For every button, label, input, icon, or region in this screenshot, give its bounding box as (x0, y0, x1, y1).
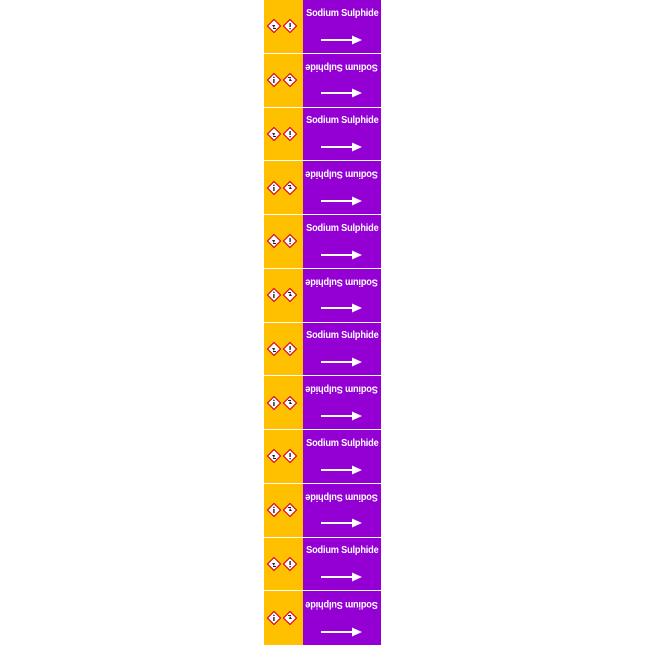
hazard-zone (264, 591, 303, 645)
hazard-zone (264, 537, 303, 591)
corrosion-pictogram-icon (267, 19, 281, 34)
arrow-right-icon (321, 571, 363, 583)
ghs-pictograms (267, 19, 297, 34)
medium-name: Sodium Sulphide (305, 115, 379, 127)
ghs-pictograms (267, 126, 297, 141)
pipe-content-zone: Sodium Sulphide (303, 107, 381, 161)
exclamation-pictogram-icon (283, 19, 297, 34)
exclamation-pictogram-icon (283, 341, 297, 356)
corrosion-pictogram-icon (283, 395, 297, 410)
corrosion-pictogram-icon (267, 449, 281, 464)
ghs-pictograms (267, 395, 297, 410)
pipe-content-zone: Sodium Sulphide (303, 376, 381, 429)
hazard-zone (264, 107, 303, 161)
ghs-pictograms (267, 288, 297, 303)
pipe-marker-label: Sodium Sulphide (264, 0, 381, 54)
pipe-marker-label: Sodium Sulphide (264, 161, 381, 215)
corrosion-pictogram-icon (283, 503, 297, 518)
exclamation-pictogram-icon (267, 395, 281, 410)
arrow-right-icon (321, 195, 363, 207)
pipe-marker-strip: Sodium Sulphide Sodium Sulphide Sodium Sul… (264, 0, 381, 645)
exclamation-pictogram-icon (267, 73, 281, 88)
arrow-right-icon (321, 464, 363, 476)
hazard-zone (264, 215, 303, 268)
arrow-right-icon (321, 626, 363, 638)
hazard-zone (264, 0, 303, 53)
corrosion-pictogram-icon (267, 556, 281, 571)
pipe-marker-label: Sodium Sulphide (264, 322, 381, 377)
corrosion-pictogram-icon (283, 288, 297, 303)
hazard-zone (264, 430, 303, 483)
arrow-right-icon (321, 34, 363, 46)
pipe-marker-label: Sodium Sulphide (264, 107, 381, 162)
ghs-pictograms (267, 341, 297, 356)
medium-name: Sodium Sulphide (305, 330, 379, 342)
pipe-marker-label: Sodium Sulphide (264, 215, 381, 269)
medium-name: Sodium Sulphide (305, 491, 379, 503)
medium-name: Sodium Sulphide (305, 222, 379, 234)
corrosion-pictogram-icon (267, 341, 281, 356)
medium-name: Sodium Sulphide (305, 61, 379, 73)
pipe-marker-label: Sodium Sulphide (264, 591, 381, 645)
hazard-zone (264, 376, 303, 429)
pipe-content-zone: Sodium Sulphide (303, 215, 381, 268)
corrosion-pictogram-icon (267, 234, 281, 249)
medium-name: Sodium Sulphide (305, 383, 379, 395)
ghs-pictograms (267, 556, 297, 571)
pipe-content-zone: Sodium Sulphide (303, 537, 381, 591)
hazard-zone (264, 483, 303, 537)
arrow-right-icon (321, 249, 363, 261)
medium-name: Sodium Sulphide (305, 545, 379, 557)
arrow-right-icon (321, 410, 363, 422)
exclamation-pictogram-icon (267, 288, 281, 303)
ghs-pictograms (267, 449, 297, 464)
hazard-zone (264, 53, 303, 107)
exclamation-pictogram-icon (267, 503, 281, 518)
medium-name: Sodium Sulphide (305, 7, 379, 19)
hazard-zone (264, 161, 303, 214)
arrow-right-icon (321, 141, 363, 153)
pipe-marker-label: Sodium Sulphide (264, 376, 381, 430)
corrosion-pictogram-icon (283, 611, 297, 626)
pipe-content-zone: Sodium Sulphide (303, 268, 381, 322)
pipe-content-zone: Sodium Sulphide (303, 161, 381, 214)
ghs-pictograms (267, 234, 297, 249)
pipe-content-zone: Sodium Sulphide (303, 591, 381, 645)
pipe-content-zone: Sodium Sulphide (303, 53, 381, 107)
pipe-content-zone: Sodium Sulphide (303, 322, 381, 376)
pipe-marker-label: Sodium Sulphide (264, 53, 381, 108)
pipe-marker-label: Sodium Sulphide (264, 483, 381, 538)
exclamation-pictogram-icon (283, 449, 297, 464)
corrosion-pictogram-icon (267, 126, 281, 141)
exclamation-pictogram-icon (283, 126, 297, 141)
ghs-pictograms (267, 180, 297, 195)
medium-name: Sodium Sulphide (305, 437, 379, 449)
arrow-right-icon (321, 356, 363, 368)
pipe-content-zone: Sodium Sulphide (303, 430, 381, 483)
arrow-right-icon (321, 302, 363, 314)
exclamation-pictogram-icon (283, 234, 297, 249)
pipe-content-zone: Sodium Sulphide (303, 483, 381, 537)
medium-name: Sodium Sulphide (305, 599, 379, 611)
ghs-pictograms (267, 611, 297, 626)
exclamation-pictogram-icon (267, 180, 281, 195)
pipe-marker-label: Sodium Sulphide (264, 268, 381, 323)
pipe-content-zone: Sodium Sulphide (303, 0, 381, 53)
medium-name: Sodium Sulphide (305, 168, 379, 180)
hazard-zone (264, 322, 303, 376)
ghs-pictograms (267, 73, 297, 88)
ghs-pictograms (267, 503, 297, 518)
exclamation-pictogram-icon (267, 611, 281, 626)
corrosion-pictogram-icon (283, 73, 297, 88)
hazard-zone (264, 268, 303, 322)
medium-name: Sodium Sulphide (305, 276, 379, 288)
arrow-right-icon (321, 87, 363, 99)
pipe-marker-label: Sodium Sulphide (264, 430, 381, 484)
arrow-right-icon (321, 517, 363, 529)
corrosion-pictogram-icon (283, 180, 297, 195)
exclamation-pictogram-icon (283, 556, 297, 571)
pipe-marker-label: Sodium Sulphide (264, 537, 381, 592)
